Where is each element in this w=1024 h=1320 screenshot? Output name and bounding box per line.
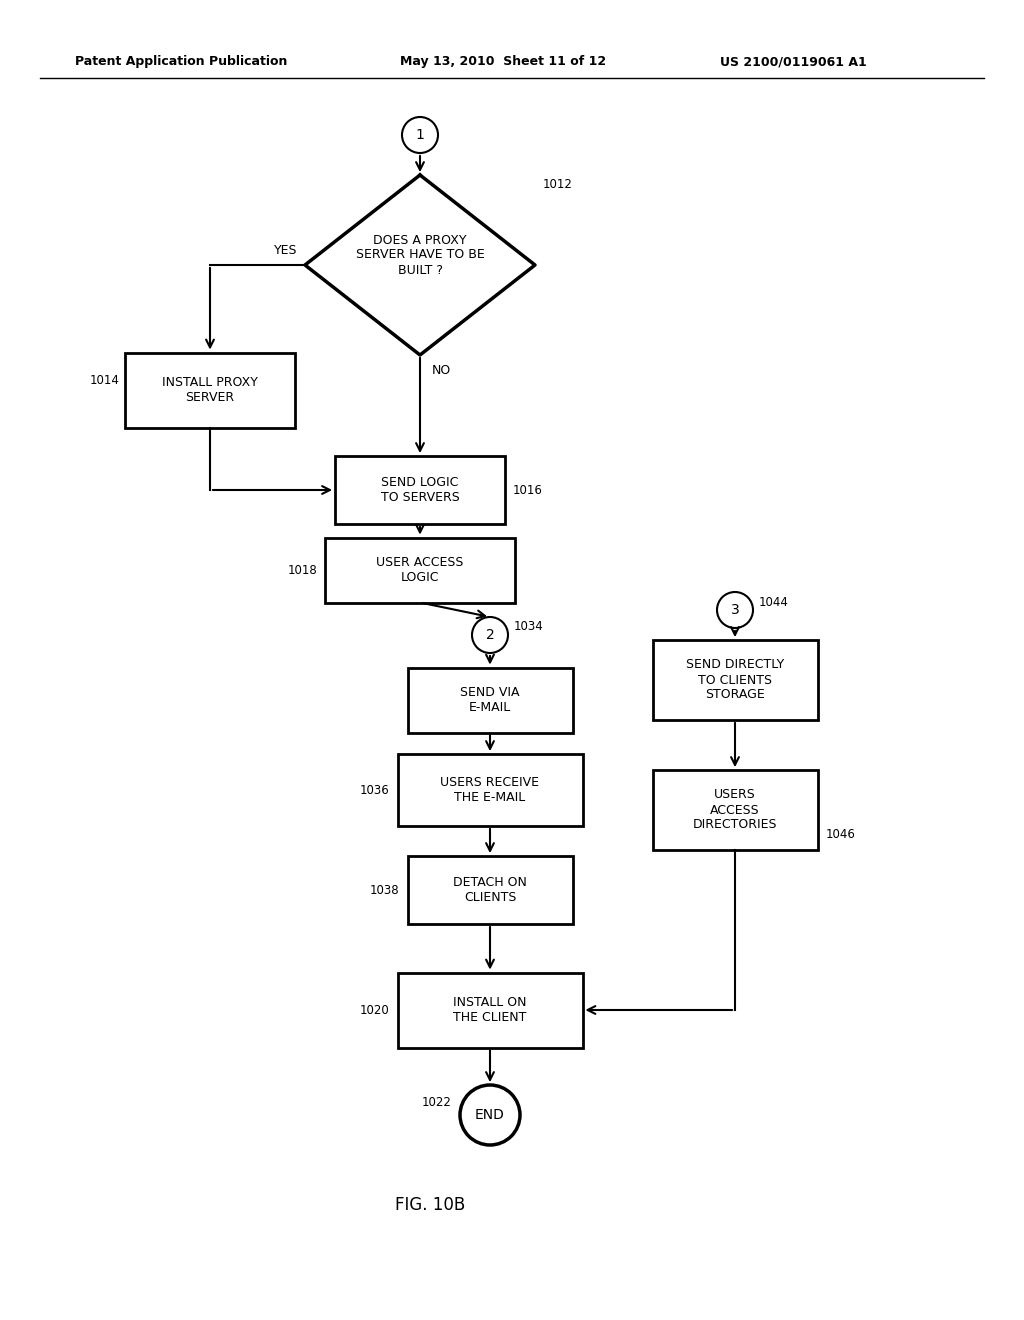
Text: FIG. 10B: FIG. 10B [395,1196,465,1214]
Text: YES: YES [273,243,297,256]
Text: 1046: 1046 [825,829,855,842]
Text: 1016: 1016 [513,483,543,496]
Text: SEND VIA
E-MAIL: SEND VIA E-MAIL [460,686,520,714]
Text: SEND LOGIC
TO SERVERS: SEND LOGIC TO SERVERS [381,477,460,504]
Bar [397,973,583,1048]
Text: DETACH ON
CLIENTS: DETACH ON CLIENTS [453,876,527,904]
Text: 2: 2 [485,628,495,642]
Text: 1: 1 [416,128,424,143]
Bar [408,855,572,924]
Text: 1034: 1034 [514,620,544,634]
Text: INSTALL ON
THE CLIENT: INSTALL ON THE CLIENT [454,997,526,1024]
Text: END: END [475,1107,505,1122]
Text: USERS
ACCESS
DIRECTORIES: USERS ACCESS DIRECTORIES [693,788,777,832]
Text: 1044: 1044 [759,595,788,609]
Circle shape [717,591,753,628]
Bar [652,770,817,850]
Text: INSTALL PROXY
SERVER: INSTALL PROXY SERVER [162,376,258,404]
Bar [397,754,583,826]
Text: Patent Application Publication: Patent Application Publication [75,55,288,69]
Text: NO: NO [432,363,452,376]
Text: US 2100/0119061 A1: US 2100/0119061 A1 [720,55,866,69]
Text: 1020: 1020 [359,1003,389,1016]
Text: 1038: 1038 [370,883,399,896]
Circle shape [402,117,438,153]
Bar [325,537,515,602]
Circle shape [472,616,508,653]
Text: 1022: 1022 [422,1097,452,1110]
Text: 1036: 1036 [359,784,389,796]
Bar [408,668,572,733]
Circle shape [460,1085,520,1144]
Text: USER ACCESS
LOGIC: USER ACCESS LOGIC [376,556,464,583]
Text: 1012: 1012 [543,178,572,191]
Text: 3: 3 [731,603,739,616]
Text: 1014: 1014 [90,374,120,387]
Text: SEND DIRECTLY
TO CLIENTS
STORAGE: SEND DIRECTLY TO CLIENTS STORAGE [686,659,784,701]
Text: 1018: 1018 [288,564,317,577]
Polygon shape [305,176,535,355]
Bar [125,352,295,428]
Text: DOES A PROXY
SERVER HAVE TO BE
BUILT ?: DOES A PROXY SERVER HAVE TO BE BUILT ? [355,234,484,276]
Text: May 13, 2010  Sheet 11 of 12: May 13, 2010 Sheet 11 of 12 [400,55,606,69]
Bar [335,455,505,524]
Bar [652,640,817,719]
Text: USERS RECEIVE
THE E-MAIL: USERS RECEIVE THE E-MAIL [440,776,540,804]
